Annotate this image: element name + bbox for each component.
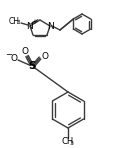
- Text: CH: CH: [62, 137, 74, 147]
- Text: S: S: [28, 61, 36, 71]
- Text: O: O: [42, 52, 48, 61]
- Text: O: O: [10, 53, 18, 62]
- Text: +: +: [31, 19, 37, 25]
- Text: N: N: [26, 21, 32, 30]
- Text: O: O: [22, 46, 29, 56]
- Text: 3: 3: [70, 141, 74, 146]
- Text: 3: 3: [17, 20, 20, 25]
- Text: N: N: [48, 21, 54, 30]
- Text: −: −: [6, 50, 12, 59]
- Text: CH: CH: [8, 16, 20, 25]
